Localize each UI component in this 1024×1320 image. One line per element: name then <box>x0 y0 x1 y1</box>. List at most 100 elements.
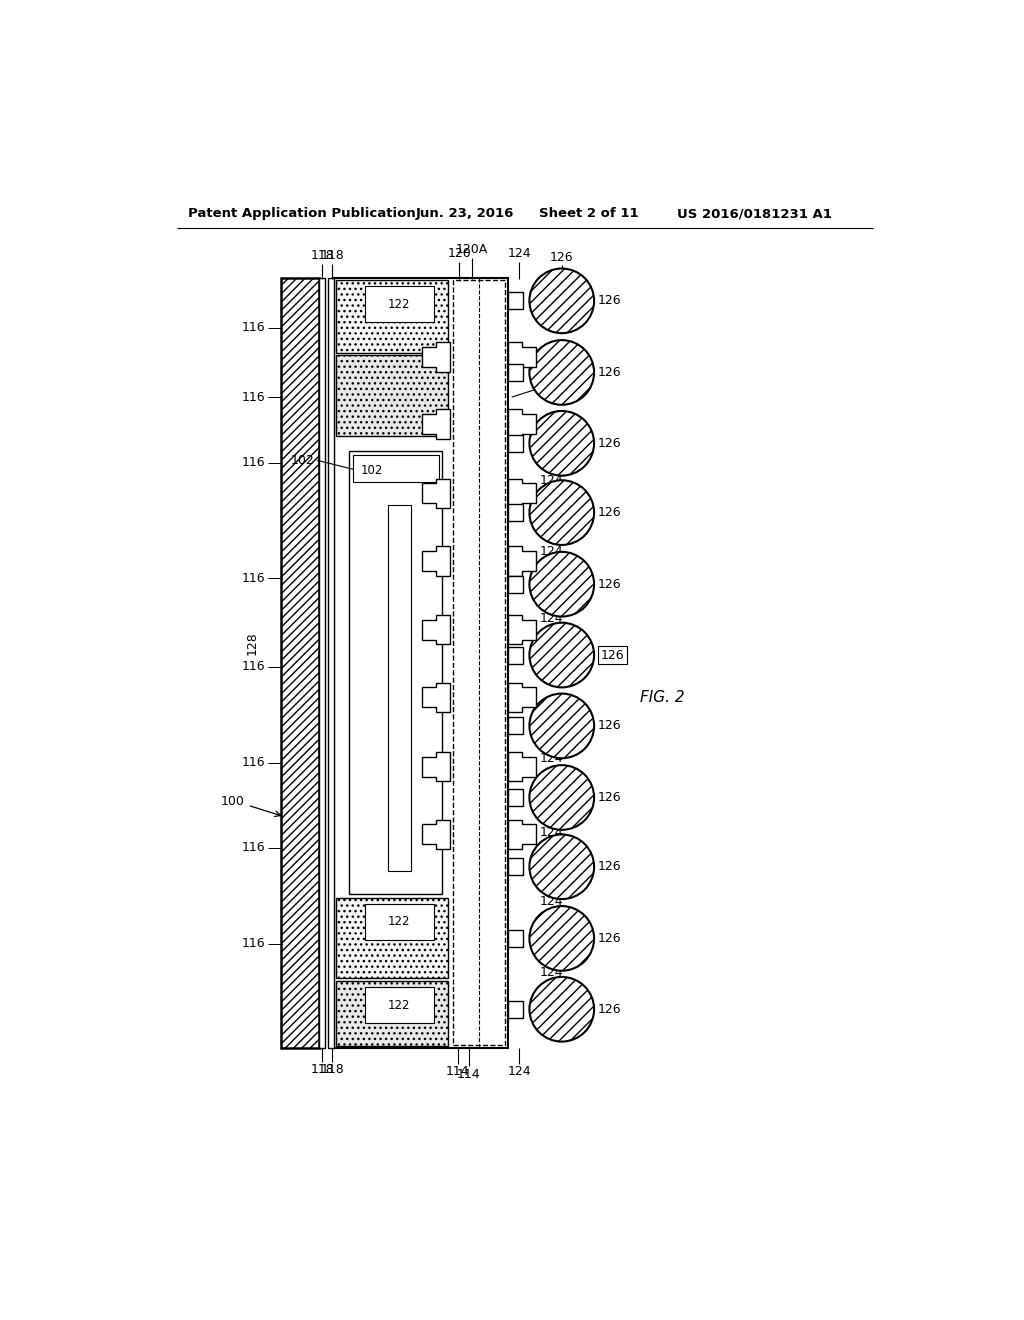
Bar <box>508 929 523 946</box>
Bar <box>319 277 326 1048</box>
Polygon shape <box>508 615 536 644</box>
Text: Sheet 2 of 11: Sheet 2 of 11 <box>539 207 638 220</box>
Circle shape <box>529 766 594 830</box>
Text: US 2016/0181231 A1: US 2016/0181231 A1 <box>677 207 833 220</box>
Bar <box>336 355 447 436</box>
Polygon shape <box>422 546 451 576</box>
Text: 126: 126 <box>598 578 622 591</box>
Circle shape <box>529 693 594 758</box>
Polygon shape <box>422 615 451 644</box>
Polygon shape <box>508 546 536 576</box>
Text: 116: 116 <box>242 321 265 334</box>
Bar <box>336 981 447 1047</box>
Circle shape <box>529 552 594 616</box>
Polygon shape <box>508 479 536 508</box>
Bar <box>454 280 505 1044</box>
Bar <box>508 718 523 734</box>
Text: 116: 116 <box>242 937 265 950</box>
Polygon shape <box>422 820 451 849</box>
Text: 102: 102 <box>291 454 314 467</box>
Polygon shape <box>508 409 536 438</box>
Bar <box>334 277 508 1048</box>
Text: 102: 102 <box>360 463 383 477</box>
Text: 128: 128 <box>246 632 259 655</box>
Bar <box>598 645 628 664</box>
Text: 126: 126 <box>550 251 573 264</box>
Bar <box>508 434 523 451</box>
Bar <box>508 789 523 807</box>
Text: 124: 124 <box>508 247 531 260</box>
Bar <box>281 277 319 1048</box>
Text: 126: 126 <box>598 932 622 945</box>
Polygon shape <box>508 820 536 849</box>
Text: 124: 124 <box>540 474 563 487</box>
Polygon shape <box>422 752 451 781</box>
Text: 122: 122 <box>388 998 411 1011</box>
Polygon shape <box>422 479 451 508</box>
Text: 126: 126 <box>598 1003 622 1016</box>
Text: 124: 124 <box>540 966 563 979</box>
Bar <box>328 277 334 1048</box>
Polygon shape <box>508 752 536 781</box>
Circle shape <box>529 623 594 688</box>
Polygon shape <box>422 409 451 438</box>
Bar <box>388 506 411 871</box>
Polygon shape <box>422 342 451 372</box>
Text: 124: 124 <box>540 895 563 908</box>
Text: 120A: 120A <box>456 243 487 256</box>
Bar <box>349 451 442 894</box>
Circle shape <box>529 411 594 475</box>
Text: 116: 116 <box>242 841 265 854</box>
Bar <box>336 898 447 978</box>
Circle shape <box>529 268 594 333</box>
Text: 114: 114 <box>446 1065 470 1078</box>
Text: 118: 118 <box>310 249 334 263</box>
Text: 120: 120 <box>447 247 471 260</box>
Text: 122: 122 <box>388 298 411 310</box>
Bar <box>508 293 523 309</box>
Text: 126: 126 <box>598 719 622 733</box>
Text: 126: 126 <box>601 648 625 661</box>
Text: 118: 118 <box>321 249 344 263</box>
Text: 124: 124 <box>540 545 563 557</box>
Bar <box>508 576 523 593</box>
Bar <box>365 987 434 1023</box>
Text: 124: 124 <box>540 612 563 626</box>
Text: 126: 126 <box>598 294 622 308</box>
Text: 126: 126 <box>598 366 622 379</box>
Text: 116: 116 <box>242 455 265 469</box>
Text: 116: 116 <box>242 660 265 673</box>
Text: 114: 114 <box>457 1068 480 1081</box>
Text: 122: 122 <box>550 379 573 392</box>
Circle shape <box>529 341 594 405</box>
Text: FIG. 2: FIG. 2 <box>640 690 685 705</box>
Circle shape <box>529 834 594 899</box>
Text: Patent Application Publication: Patent Application Publication <box>188 207 416 220</box>
Text: 122: 122 <box>388 915 411 928</box>
Polygon shape <box>422 682 451 711</box>
Bar <box>508 647 523 664</box>
Bar <box>508 364 523 381</box>
Bar <box>508 1001 523 1018</box>
Polygon shape <box>508 682 536 711</box>
Bar <box>508 504 523 521</box>
Text: 124: 124 <box>508 1065 531 1078</box>
Text: 100: 100 <box>220 795 245 808</box>
Text: 126: 126 <box>598 861 622 874</box>
Bar <box>365 286 434 322</box>
Bar <box>353 455 438 482</box>
Text: 124: 124 <box>540 752 563 766</box>
Text: 118: 118 <box>310 1063 334 1076</box>
Text: 124: 124 <box>540 825 563 838</box>
Polygon shape <box>508 342 536 372</box>
Text: 116: 116 <box>242 756 265 770</box>
Text: 118: 118 <box>321 1063 344 1076</box>
Text: 126: 126 <box>598 506 622 519</box>
Text: 126: 126 <box>598 791 622 804</box>
Text: 126: 126 <box>598 437 622 450</box>
Text: 116: 116 <box>242 391 265 404</box>
Bar <box>365 904 434 940</box>
Text: 116: 116 <box>242 572 265 585</box>
Bar <box>508 858 523 875</box>
Circle shape <box>529 480 594 545</box>
